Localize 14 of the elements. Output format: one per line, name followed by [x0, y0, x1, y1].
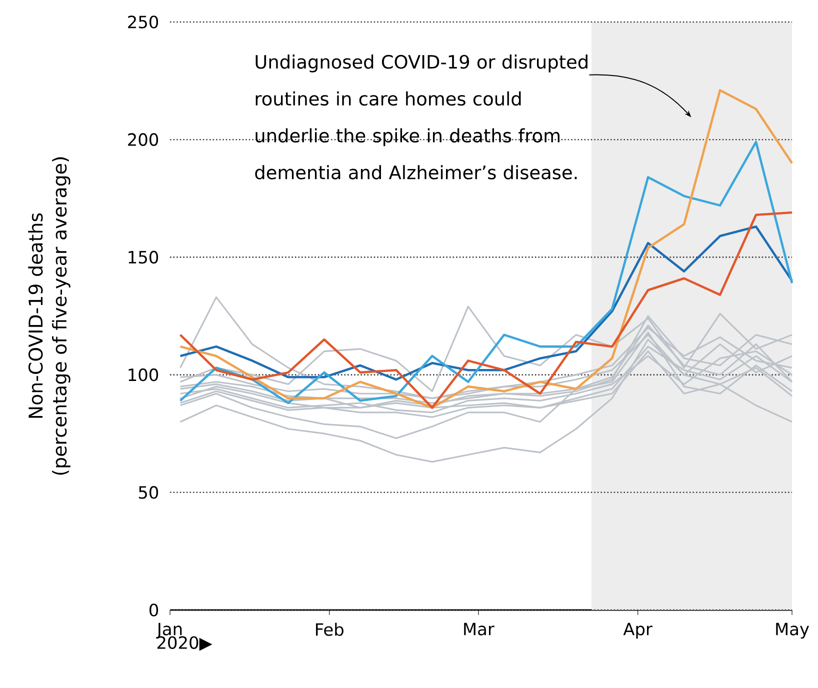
x-axis-title: 2020▶ [157, 636, 212, 651]
text: Undiagnosed COVID-19 or disrupted routines in care homes could underlie the spike in deaths from dementia and Alzheimer’s disease. [255, 54, 588, 180]
y-tick-label: 50 [138, 486, 158, 499]
y-axis-title: Non-COVID-19 deaths (percentage of five-year average) [28, 157, 70, 475]
y-tick-label: 200 [128, 133, 158, 146]
x-tick-label: Apr [623, 622, 652, 639]
y-tick-label: 150 [128, 250, 158, 264]
y-tick-label: 0 [150, 604, 158, 616]
x-tick-label: May [776, 622, 810, 639]
x-tick-label: Mar [464, 622, 494, 636]
y-tick-label: 250 [128, 16, 158, 28]
y-tick-label: 100 [128, 368, 158, 382]
x-tick-label: Feb [316, 622, 344, 636]
x-tick-label: Jan [156, 622, 182, 639]
